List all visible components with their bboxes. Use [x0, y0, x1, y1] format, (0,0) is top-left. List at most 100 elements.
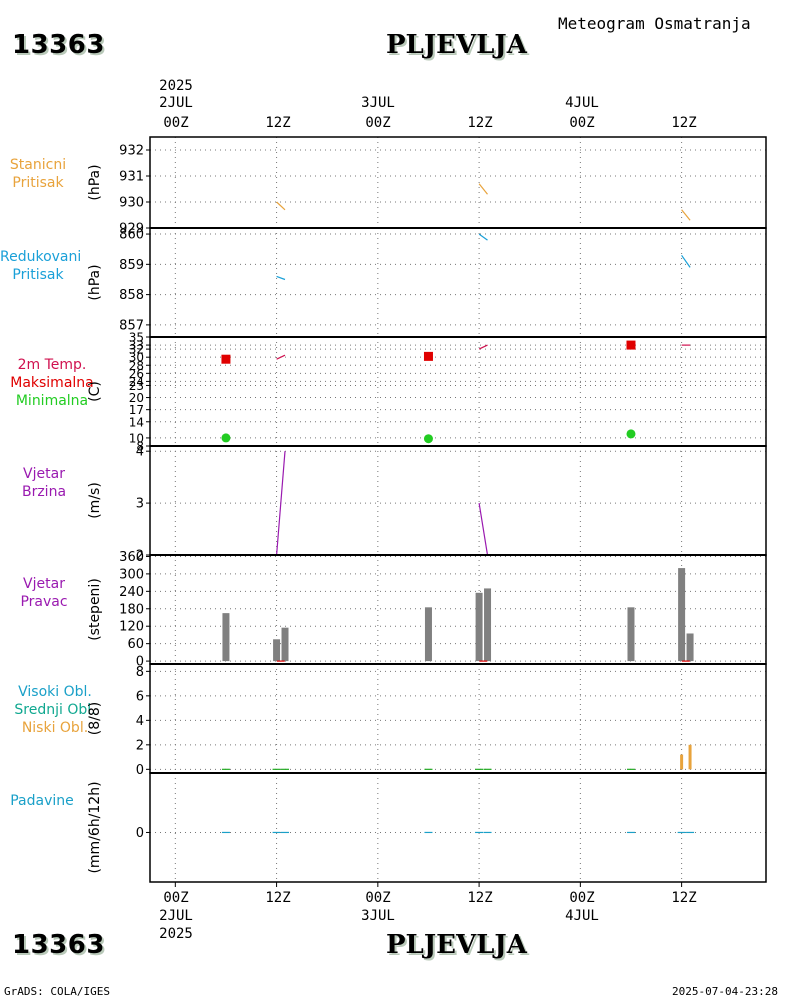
panel-5-frame — [149, 663, 767, 774]
station-name-bottom: PLJEVLJA — [386, 930, 527, 960]
panel-3-frame — [149, 445, 767, 556]
ytick-label-2-5: 23 — [129, 379, 144, 393]
top-tick-2-date: 3JUL — [361, 95, 395, 111]
bottom-tick-2-date: 3JUL — [361, 908, 395, 924]
top-tick-4-label: 00Z — [569, 115, 595, 131]
panel-4-label: Vjetar Pravac — [0, 575, 88, 611]
bottom-tick-5-label: 12Z — [671, 890, 697, 906]
panel-6-frame — [149, 772, 767, 883]
bottom-tick-0-date: 2JUL — [159, 908, 193, 924]
ytick-label-6-0: 0 — [136, 826, 144, 841]
series-segment-0-2 — [681, 209, 691, 221]
panel-4-label-line-0: Vjetar — [23, 576, 65, 592]
top-tick-0-label: 00Z — [163, 115, 189, 131]
wind-dir-bar-0 — [222, 613, 230, 662]
ytick-label-4-4: 240 — [119, 585, 144, 600]
top-tick-0-date: 2JUL — [159, 95, 193, 111]
panel-3-label-line-0: Vjetar — [23, 466, 65, 482]
ytick-label-4-1: 60 — [127, 637, 144, 652]
panel-0-label-line-1: Pritisak — [12, 175, 64, 191]
panel-1-label-line-1: Pritisak — [12, 267, 64, 283]
panel-3-unit: (m/s) — [87, 482, 103, 519]
bottom-tick-0-label: 00Z — [163, 890, 189, 906]
min-temp-marker-1 — [423, 434, 433, 444]
series-segment-0-1 — [478, 183, 488, 195]
ytick-label-3-1: 3 — [136, 497, 144, 512]
wind-dir-bar-4 — [475, 592, 483, 662]
panel-2-label-line-1: Maksimalna — [10, 375, 94, 391]
series-segment-0-0 — [276, 201, 286, 211]
panel-3-label-line-1: Brzina — [21, 484, 67, 500]
station-id-top: 13363 — [12, 30, 105, 60]
panel-2-label-line-0: 2m Temp. — [17, 357, 87, 373]
ytick-label-4-5: 300 — [119, 567, 144, 582]
panel-6-label-line-0: Padavine — [10, 793, 74, 809]
ytick-label-4-0: 0 — [136, 655, 144, 670]
wind-dir-bar-1 — [273, 639, 281, 662]
panel-3-plot: 2 3 4 (m/s) — [87, 445, 767, 564]
min-temp-marker-0 — [221, 433, 231, 443]
max-temp-marker-0 — [221, 354, 231, 364]
ytick-label-5-0: 0 — [136, 763, 144, 778]
ytick-label-2-9: 30 — [129, 351, 144, 365]
ytick-label-2-8: 28 — [129, 359, 144, 373]
ytick-label-2-10: 32 — [129, 343, 144, 357]
low-cloud-bar-0 — [680, 754, 684, 770]
wind-dir-bar-7 — [678, 568, 686, 662]
ytick-label-2-4: 20 — [129, 391, 144, 405]
series-segment-1-0 — [276, 275, 286, 281]
ytick-label-2-6: 24 — [129, 375, 144, 389]
ytick-label-1-2: 859 — [119, 258, 144, 273]
top-tick-4-date: 4JUL — [565, 95, 599, 111]
ytick-label-0-0: 929 — [119, 222, 144, 237]
footer-credit: GrADS: COLA/IGES — [4, 985, 110, 998]
max-temp-marker-2 — [626, 340, 636, 350]
wind-dir-bar-3 — [424, 607, 432, 662]
panel-1-unit: (hPa) — [87, 264, 103, 300]
wind-dir-bar-2 — [281, 627, 289, 662]
product-title: Meteogram Osmatranja — [558, 14, 751, 33]
wind-dir-bar-8 — [686, 633, 694, 662]
panel-3-label: Vjetar Brzina — [0, 465, 88, 501]
panel-0-frame — [149, 136, 767, 229]
series-segment-1-2 — [681, 254, 691, 268]
low-cloud-bar-1 — [688, 744, 692, 770]
panel-0-label: Stanicni Pritisak — [0, 156, 76, 192]
ytick-label-1-3: 860 — [119, 228, 144, 243]
panel-6-label: Padavine — [0, 792, 84, 810]
panel-2-label: 2m Temp. Maksimalna Minimalna — [0, 356, 104, 410]
series-segment-1-1 — [478, 233, 488, 241]
panel-6-unit: (mm/6h/12h) — [87, 781, 103, 873]
ytick-label-0-2: 931 — [119, 170, 144, 185]
bottom-tick-2-label: 00Z — [365, 890, 391, 906]
ytick-label-4-3: 180 — [119, 602, 144, 617]
panel-0-unit: (hPa) — [87, 164, 103, 200]
ytick-label-0-1: 930 — [119, 196, 144, 211]
ytick-label-5-4: 8 — [136, 665, 144, 680]
ytick-label-2-1: 10 — [129, 431, 144, 445]
ytick-label-2-2: 14 — [129, 415, 144, 429]
bottom-tick-1-label: 12Z — [265, 890, 291, 906]
panel-4-frame — [149, 554, 767, 665]
bottom-tick-4-label: 00Z — [569, 890, 595, 906]
panel-5-unit: (8/8) — [87, 702, 103, 735]
panel-1-frame — [149, 227, 767, 338]
panel-2-unit: (C) — [87, 381, 103, 402]
series-segment-3-1 — [478, 503, 489, 556]
panel-6-plot: 0 (mm/6h/12h) — [87, 772, 767, 883]
ytick-label-4-6: 360 — [119, 550, 144, 565]
wind-dir-bar-5 — [484, 588, 492, 662]
ytick-label-2-11: 33 — [129, 339, 144, 353]
panel-0-plot: 929 930 931 932 (hPa) — [87, 136, 767, 237]
ytick-label-2-0: 8 — [136, 440, 144, 454]
bottom-tick-3-label: 12Z — [467, 890, 493, 906]
temp-segment-1 — [478, 344, 488, 350]
panel-1-label-line-0: Redukovani — [0, 249, 82, 265]
panel-4-unit: (stepeni) — [87, 578, 103, 641]
ytick-label-0-3: 932 — [119, 144, 144, 159]
top-tick-3-label: 12Z — [467, 115, 493, 131]
top-tick-5-label: 12Z — [671, 115, 697, 131]
top-tick-1-label: 12Z — [265, 115, 291, 131]
ytick-label-5-3: 6 — [136, 689, 144, 704]
panel-0-label-line-0: Stanicni — [9, 157, 67, 173]
